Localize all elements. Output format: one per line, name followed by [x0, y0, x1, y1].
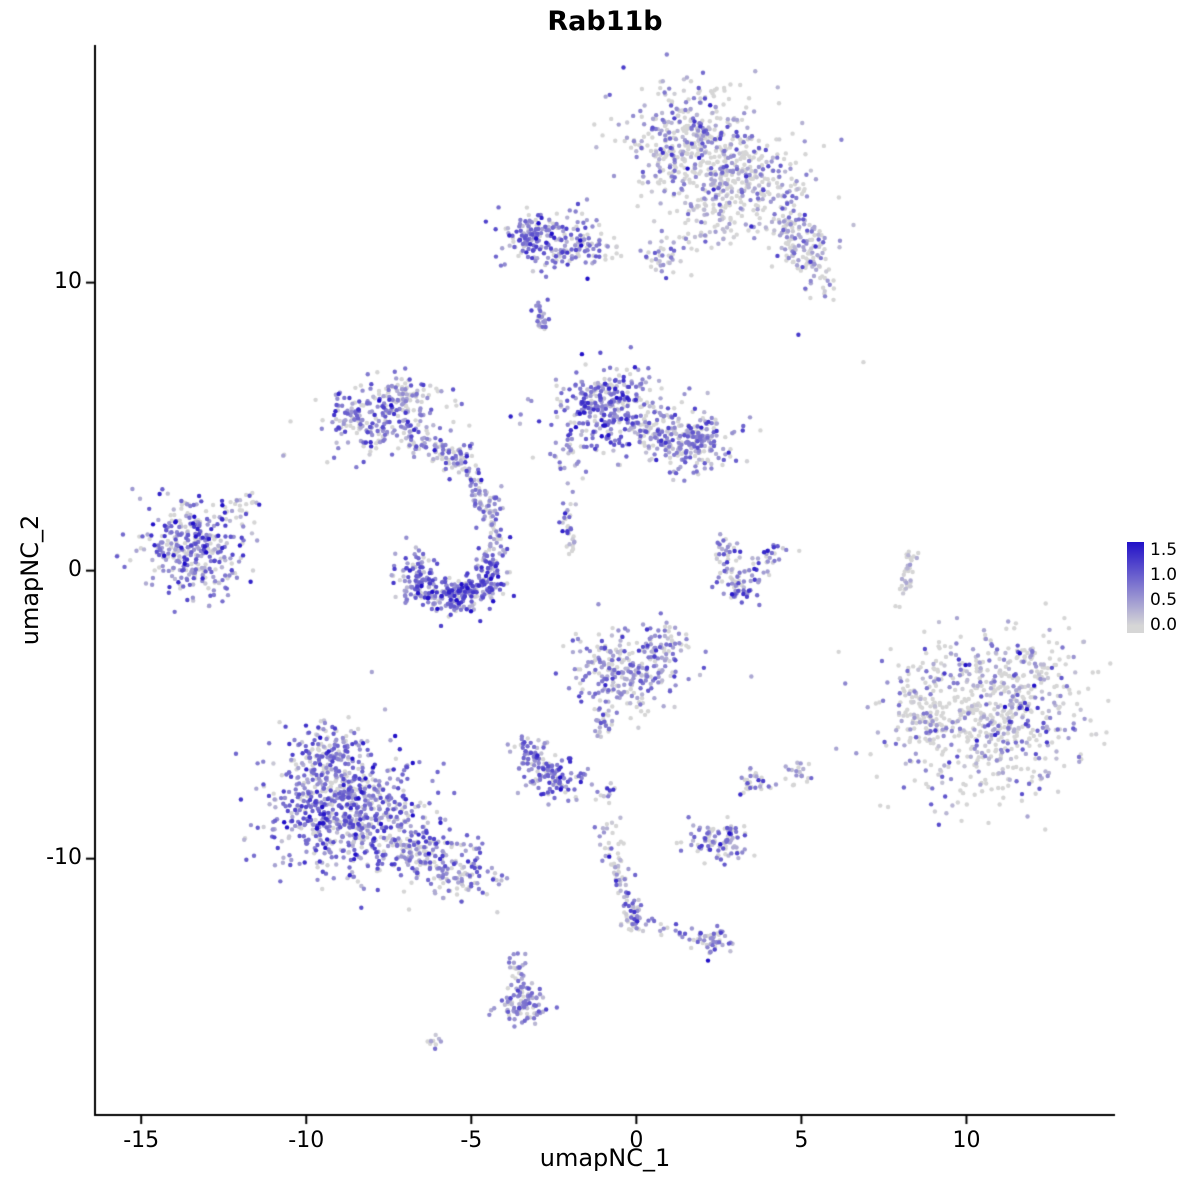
- legend-tick-label: 0.5: [1150, 590, 1178, 611]
- plot-title: Rab11b: [547, 6, 663, 37]
- x-tick-label: -10: [288, 1128, 325, 1153]
- y-tick-label: 0: [68, 556, 82, 582]
- legend-gradient-bar: [1127, 542, 1144, 633]
- legend-tick-label: 1.0: [1150, 564, 1178, 585]
- y-tick-label: -10: [46, 844, 82, 870]
- x-tick-label: 0: [629, 1128, 644, 1153]
- y-tick-label: 10: [54, 268, 82, 294]
- legend-tick-label: 1.5: [1150, 539, 1178, 560]
- x-tick-label: -5: [460, 1128, 483, 1153]
- x-tick-label: 10: [952, 1128, 981, 1153]
- x-axis-label: umapNC_1: [539, 1144, 671, 1172]
- x-tick-label: 5: [794, 1128, 809, 1153]
- x-tick-label: -15: [123, 1128, 160, 1153]
- legend-tick-label: 0.0: [1150, 615, 1178, 636]
